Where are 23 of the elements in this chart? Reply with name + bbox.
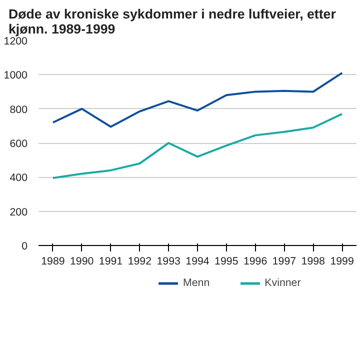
- chart-title: Døde av kroniske sykdommer i nedre luftveier, etter kjønn. 1989-1999: [8, 6, 336, 36]
- x-tick-label: 1993: [156, 256, 181, 268]
- x-tick-label: 1989: [41, 256, 65, 268]
- x-tick-label: 1992: [128, 256, 152, 268]
- y-tick-label: 1000: [4, 70, 28, 82]
- x-tick-label: 1990: [70, 256, 94, 268]
- legend-label: Menn: [183, 277, 210, 289]
- y-tick-label: 600: [10, 138, 28, 150]
- y-tick-label: 800: [10, 104, 28, 116]
- legend-label: Kvinner: [264, 277, 301, 289]
- x-tick-label: 1998: [301, 256, 326, 268]
- line-series: [52, 72, 344, 128]
- x-tick-label: 1997: [272, 256, 296, 268]
- x-tick-label: 1996: [243, 256, 268, 268]
- y-tick-label: 400: [10, 172, 28, 184]
- x-tick-label: 1995: [214, 256, 238, 268]
- y-tick-label: 200: [10, 206, 28, 218]
- y-tick-label: 0: [22, 240, 28, 252]
- y-tick-label: 1200: [4, 36, 28, 48]
- x-tick-label: 1999: [330, 256, 354, 268]
- x-tick-label: 1991: [98, 256, 123, 268]
- x-tick-label: 1994: [186, 256, 210, 268]
- line-series: [52, 112, 344, 180]
